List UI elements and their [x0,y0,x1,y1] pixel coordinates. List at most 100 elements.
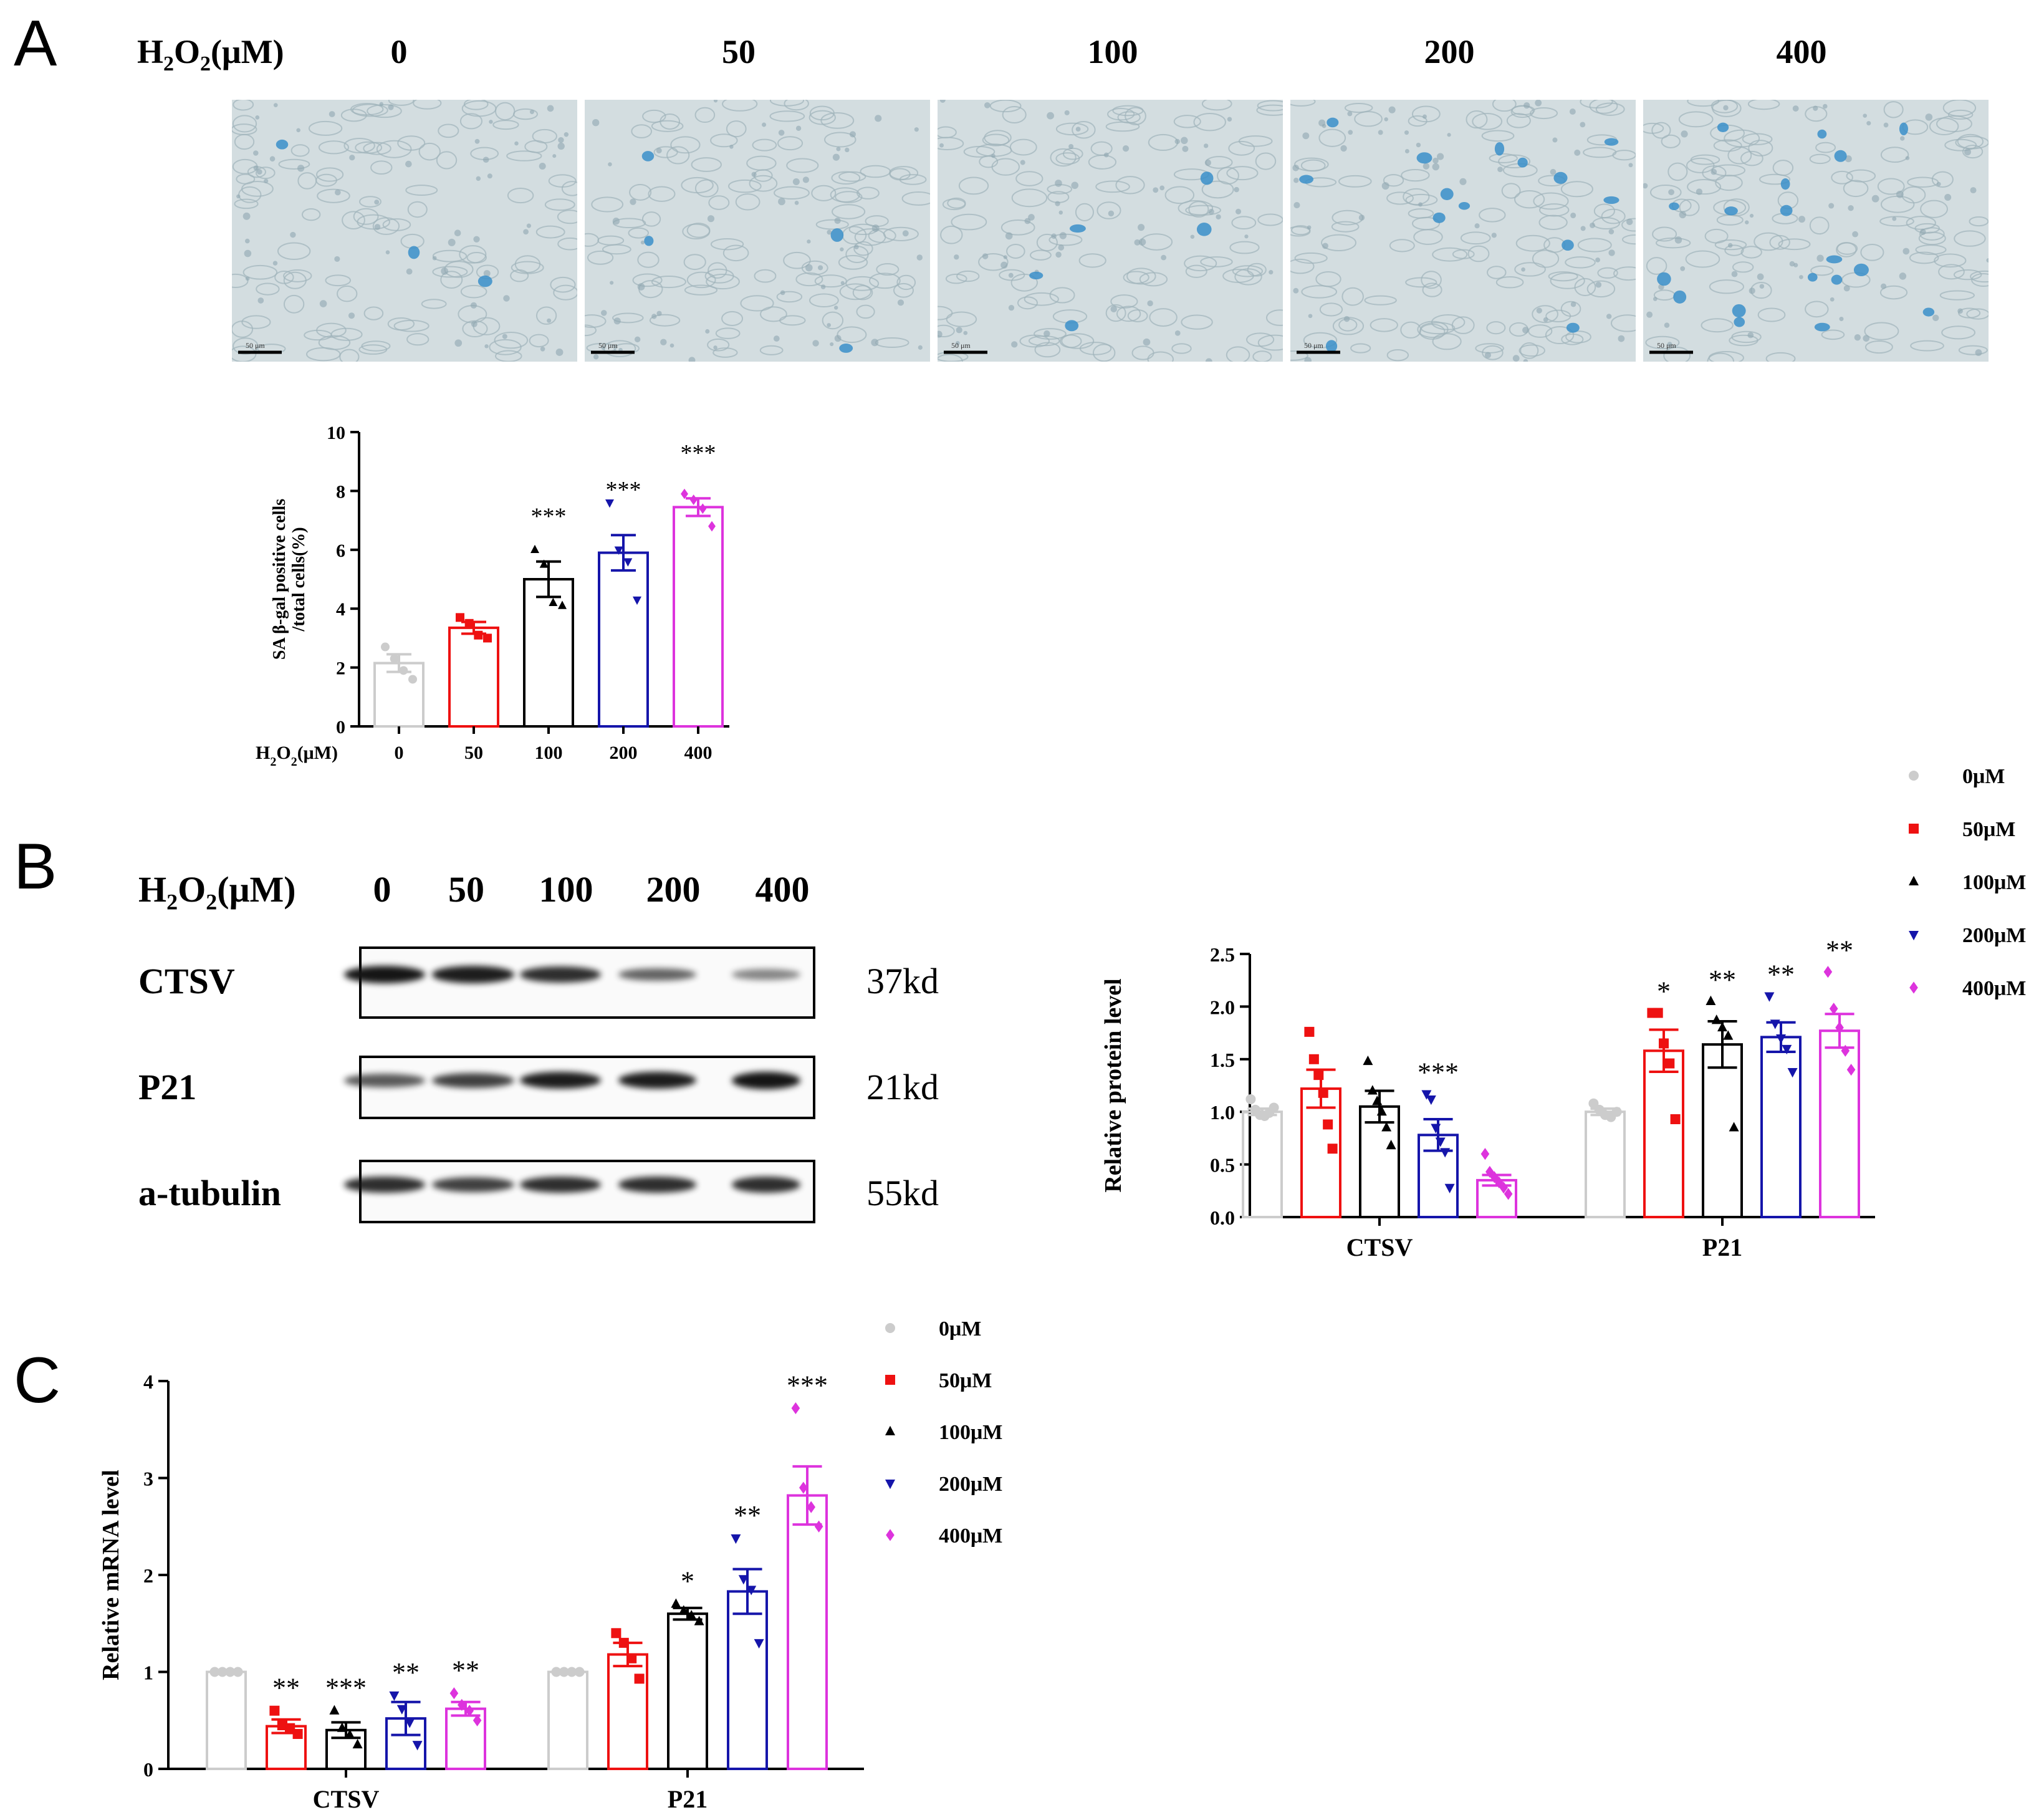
cell-outline [283,269,312,282]
cell-outline [1860,243,1884,261]
cell-outline [1489,153,1518,163]
data-point [1611,1107,1622,1117]
bar [1760,1036,1802,1218]
sa-gal-positive-cell [1065,320,1079,332]
blot-band [432,1072,514,1088]
cell-outline [1389,239,1415,253]
cell-outline [938,126,957,138]
cell-outline [728,179,762,193]
cell-nucleus [374,200,380,205]
legend-marker [1909,981,1918,994]
x-tick-label: CTSV [1346,1233,1413,1261]
cell-outline [726,120,747,138]
y-tick-label: 2 [143,1564,153,1587]
sa-gal-positive-cell [830,228,844,242]
blot-band [732,1071,800,1089]
cell-outline [1520,342,1539,359]
cell-outline [769,110,805,122]
cell-nucleus [1174,138,1180,145]
data-point [1823,966,1833,978]
cell-nucleus [630,198,636,205]
cell-nucleus [955,340,960,345]
cell-nucleus [471,320,477,327]
cell-nucleus [1932,314,1939,322]
panel-b-dose-200: 200 [646,869,701,910]
cell-outline [1663,346,1691,362]
data-point [623,558,633,567]
significance-mark: ** [1709,965,1736,995]
data-point [1706,995,1716,1005]
data-point [1304,1026,1315,1037]
cell-nucleus [253,165,259,171]
cell-nucleus [1447,133,1451,137]
cell-nucleus [503,295,510,302]
data-point [708,521,716,532]
cell-outline [1971,272,1989,287]
cell-outline [691,157,722,172]
cell-nucleus [982,253,989,259]
data-point [405,1718,415,1728]
cell-nucleus [1881,283,1887,289]
data-point [1323,1119,1333,1130]
cell-outline [1864,322,1899,340]
cell-outline [1769,234,1790,250]
cell-outline [1931,171,1954,188]
cell-nucleus [385,250,390,254]
cell-nucleus [1436,153,1444,160]
cell-nucleus [1550,168,1557,175]
y-tick-label: 1.0 [1210,1101,1235,1124]
cell-nucleus [540,346,545,352]
cell-nucleus [984,102,991,108]
data-point [681,488,688,499]
blot-band [432,966,514,983]
cell-nucleus [379,102,384,107]
data-point [731,1534,741,1544]
data-point [1367,1085,1378,1095]
cell-outline [283,294,305,314]
data-point [633,596,641,605]
cell-outline [557,237,577,251]
cell-nucleus [1830,297,1835,302]
data-point [754,1639,764,1649]
cell-nucleus [713,345,717,350]
sa-gal-positive-cell [1029,271,1044,280]
cell-outline [1765,352,1796,362]
cell-nucleus [432,256,437,261]
cell-outline [1472,113,1503,130]
cell-outline [1532,305,1558,324]
y-tick-label: 2 [336,658,345,679]
cell-nucleus [1110,306,1117,312]
cell-outline [1226,346,1250,362]
sa-gal-positive-cell [1196,223,1212,236]
cell-outline [1321,234,1357,252]
cell-outline [1173,115,1201,128]
cell-outline [653,146,678,158]
cell-outline [1532,249,1560,268]
cell-outline [1386,349,1409,362]
blot-band [344,1073,425,1087]
blot-band [432,1177,514,1192]
cell-outline [1467,245,1490,262]
cell-nucleus [557,142,565,150]
cell-nucleus [1208,208,1214,215]
cell-outline [1724,244,1744,256]
cell-outline [1229,241,1260,254]
cell-nucleus [1234,186,1239,193]
legend-label: 50μM [1962,818,2015,841]
cell-nucleus [470,302,477,309]
cell-nucleus [1044,330,1050,337]
data-point [539,559,549,568]
x-axis-title-part: 2 [270,755,276,769]
cell-outline [325,274,352,287]
cell-outline [651,275,686,289]
cell-outline [945,273,967,284]
cell-outline [1301,285,1338,299]
blot-tubulin [344,1160,815,1223]
data-point [277,1720,287,1731]
cell-outline [683,254,706,271]
significance-mark: ** [734,1500,761,1531]
cell-outline [831,171,861,185]
cell-outline [1072,120,1096,139]
cell-outline [1729,334,1759,347]
cell-nucleus [794,201,799,205]
